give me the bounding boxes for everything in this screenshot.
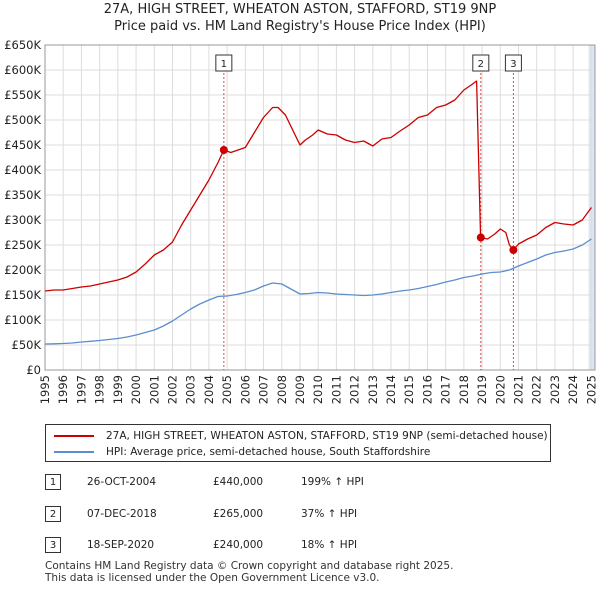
- x-tick-label: 2017: [439, 375, 453, 404]
- transaction-hpi-change: 37% ↑ HPI: [301, 508, 358, 520]
- x-tick-label: 2000: [129, 375, 143, 404]
- x-tick-label: 2024: [566, 375, 580, 404]
- x-tick-label: 1996: [56, 375, 70, 404]
- transaction-date: 07-DEC-2018: [87, 508, 157, 520]
- x-tick-label: 2013: [366, 375, 380, 404]
- y-tick-label: £550K: [4, 88, 41, 102]
- y-tick-label: £100K: [4, 313, 41, 327]
- transaction-price: £240,000: [213, 539, 264, 551]
- x-tick-label: 2021: [512, 375, 526, 404]
- x-tick-label: 2019: [475, 375, 489, 404]
- plot-frame: [44, 44, 596, 371]
- transaction-hpi-change: 199% ↑ HPI: [301, 476, 364, 488]
- sale-point: [509, 246, 518, 254]
- x-tick-label: 2005: [220, 375, 234, 404]
- y-tick-label: £250K: [4, 238, 41, 252]
- chart-legend: 27A, HIGH STREET, WHEATON ASTON, STAFFOR…: [45, 424, 551, 462]
- price-chart: £0 £50K £100K £150K £200K £250K £300K £350K £400…: [4, 38, 598, 404]
- y-tick-label: £50K: [12, 338, 42, 352]
- y-tick-label: £650K: [4, 38, 41, 52]
- x-tick-label: 2011: [329, 375, 343, 404]
- x-tick-label: 2010: [311, 375, 325, 404]
- x-tick-label: 2003: [184, 375, 198, 404]
- sale-marker-number: 3: [510, 59, 516, 70]
- transaction-hpi-change: 18% ↑ HPI: [301, 539, 358, 551]
- x-tick-label: 2006: [238, 375, 252, 404]
- transaction-number: 1: [45, 474, 61, 490]
- y-tick-label: £450K: [4, 138, 41, 152]
- y-tick-label: £0: [26, 363, 41, 377]
- x-tick-label: 2002: [165, 375, 179, 404]
- x-tick-label: 2014: [384, 375, 398, 404]
- property-price-line: [44, 80, 592, 292]
- x-tick-label: 2023: [548, 375, 562, 404]
- legend-swatch-property: [54, 435, 94, 437]
- sale-marker-box: [504, 54, 522, 72]
- y-tick-label: £200K: [4, 263, 41, 277]
- legend-label-hpi: HPI: Average price, semi-detached house,…: [106, 446, 431, 458]
- x-tick-label: 2015: [402, 375, 416, 404]
- x-tick-label: 2018: [457, 375, 471, 404]
- x-tick-label: 1999: [111, 375, 125, 404]
- chart-subtitle: Price paid vs. HM Land Registry's House …: [114, 19, 486, 34]
- transaction-date: 26-OCT-2004: [87, 476, 156, 488]
- transaction-price: £265,000: [213, 508, 264, 520]
- x-tick-label: 2009: [293, 375, 307, 404]
- footer-licence: This data is licensed under the Open Gov…: [45, 572, 380, 584]
- transaction-number: 3: [45, 537, 61, 553]
- chart-title-address: 27A, HIGH STREET, WHEATON ASTON, STAFFOR…: [103, 2, 497, 17]
- x-tick-label: 2025: [584, 375, 598, 404]
- plot-area: [45, 45, 595, 370]
- x-tick-label: 1998: [93, 375, 107, 404]
- y-tick-label: £400K: [4, 163, 41, 177]
- transaction-number: 2: [45, 506, 61, 522]
- y-tick-label: £600K: [4, 63, 41, 77]
- sale-marker-box: [472, 54, 490, 72]
- x-tick-label: 1997: [74, 375, 88, 404]
- sale-marker-box: [215, 54, 233, 72]
- transaction-price: £440,000: [213, 476, 264, 488]
- x-tick-label: 2020: [493, 375, 507, 404]
- sale-marker-number: 1: [221, 59, 227, 70]
- y-tick-label: £500K: [4, 113, 41, 127]
- x-tick-label: 2012: [348, 375, 362, 404]
- hpi-line: [44, 238, 592, 345]
- x-tick-label: 2022: [530, 375, 544, 404]
- x-tick-label: 2001: [147, 375, 161, 404]
- y-tick-label: £150K: [4, 288, 41, 302]
- y-tick-label: £350K: [4, 188, 41, 202]
- x-tick-label: 2004: [202, 375, 216, 404]
- sale-point: [476, 233, 485, 242]
- x-tick-label: 1995: [38, 375, 52, 404]
- legend-swatch-hpi: [54, 451, 94, 453]
- sale-marker-number: 2: [478, 59, 484, 70]
- x-tick-label: 2008: [275, 375, 289, 404]
- legend-entry-hpi: HPI: Average price, semi-detached house,…: [54, 444, 430, 460]
- legend-label-property: 27A, HIGH STREET, WHEATON ASTON, STAFFOR…: [106, 430, 548, 442]
- sale-point: [219, 146, 228, 154]
- legend-entry-property: 27A, HIGH STREET, WHEATON ASTON, STAFFOR…: [54, 428, 548, 444]
- x-tick-label: 2016: [420, 375, 434, 404]
- y-tick-label: £300K: [4, 213, 41, 227]
- transaction-date: 18-SEP-2020: [87, 539, 155, 551]
- x-tick-label: 2007: [257, 375, 271, 404]
- footer-copyright: Contains HM Land Registry data © Crown c…: [45, 560, 454, 572]
